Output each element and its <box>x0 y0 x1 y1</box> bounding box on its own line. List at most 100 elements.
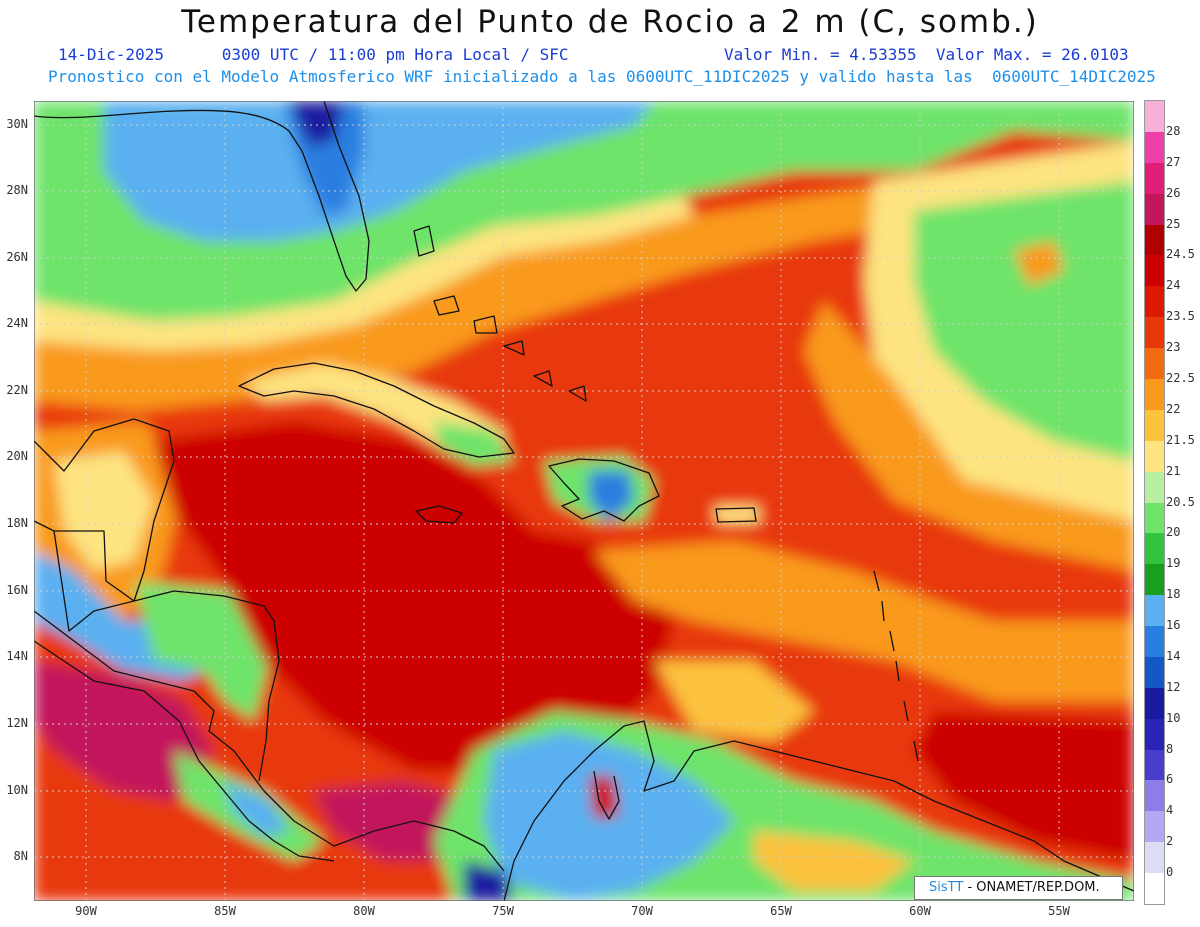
map-title: Temperatura del Punto de Rocio a 2 m (C,… <box>181 4 1039 40</box>
shade-puerto-rico-yellow <box>714 506 759 523</box>
lon-label-65w: 65W <box>770 904 792 918</box>
colorbar-label: 6 <box>1166 772 1174 787</box>
lat-label-8n: 8N <box>13 849 28 863</box>
colorbar-label: 19 <box>1166 556 1181 571</box>
coastlines <box>34 101 1134 901</box>
colorbar-segment <box>1145 471 1164 503</box>
coast-bahamas <box>413 225 587 402</box>
shade-caribbean-deep-red <box>154 421 674 771</box>
coast-jamaica <box>415 505 463 524</box>
shade-lesser-antilles-orange <box>594 541 1134 701</box>
colorbar-label: 23 <box>1166 340 1181 355</box>
model-description: Pronostico con el Modelo Atmosferico WRF… <box>48 67 1156 86</box>
colorbar-segment <box>1145 811 1164 843</box>
colorbar-label: 26 <box>1166 185 1181 200</box>
shade-north-yellow <box>34 196 694 351</box>
shade-east-orange-ring <box>804 301 1134 571</box>
subtitle-line-1: 14-Dic-2025 0300 UTC / 11:00 pm Hora Loc… <box>58 45 1129 64</box>
colorbar-segment <box>1145 502 1164 534</box>
shade-florida-navy <box>289 101 344 146</box>
colorbar-label: 12 <box>1166 679 1181 694</box>
colorbar-label: 21 <box>1166 463 1181 478</box>
colorbar-label: 10 <box>1166 710 1181 725</box>
colorbar-segment <box>1145 595 1164 627</box>
shade-costa-rica-blue <box>224 781 289 836</box>
colorbar-label: 18 <box>1166 587 1181 602</box>
colorbar-label: 0 <box>1166 865 1174 880</box>
lat-label-24n: 24N <box>6 316 28 330</box>
colorbar-label: 25 <box>1166 216 1181 231</box>
coast-cuba <box>238 362 515 458</box>
lat-label-14n: 14N <box>6 649 28 663</box>
colorbar-segment <box>1145 842 1164 874</box>
colorbar-segment <box>1145 564 1164 596</box>
coast-us-gulf <box>34 109 303 152</box>
lat-label-20n: 20N <box>6 449 28 463</box>
colorbar-label: 20.5 <box>1166 494 1195 509</box>
colorbar-segment <box>1145 162 1164 194</box>
colorbar-label: 16 <box>1166 618 1181 633</box>
lon-label-85w: 85W <box>214 904 236 918</box>
shade-east-orange-blob <box>1014 241 1064 286</box>
lon-label-80w: 80W <box>353 904 375 918</box>
credit-org: - ONAMET/REP.DOM. <box>967 880 1100 895</box>
colorbar-segment <box>1145 193 1164 225</box>
lon-label-55w: 55W <box>1048 904 1070 918</box>
coast-maracaibo <box>593 770 620 820</box>
dewpoint-field-map <box>34 101 1134 901</box>
coast-honduras-north <box>133 590 280 782</box>
coast-hispaniola <box>548 458 660 522</box>
colorbar-segment <box>1145 101 1164 132</box>
lon-label-75w: 75W <box>492 904 514 918</box>
colorbar-segment <box>1145 718 1164 750</box>
coast-central-america-pacific <box>34 640 335 862</box>
lat-lon-gridlines <box>34 101 1134 901</box>
coast-central-america <box>34 610 505 872</box>
colorbar-label: 23.5 <box>1166 309 1195 324</box>
colorbar-segment <box>1145 224 1164 256</box>
shade-south-red <box>914 711 1134 861</box>
shade-north-orange <box>34 181 934 411</box>
lat-label-28n: 28N <box>6 183 28 197</box>
lat-label-10n: 10N <box>6 783 28 797</box>
colorbar-segment <box>1145 131 1164 163</box>
colorbar-label: 2 <box>1166 834 1174 849</box>
colorbar-label: 21.5 <box>1166 432 1195 447</box>
coast-yucatan <box>34 418 175 632</box>
shade-north-blue <box>104 101 654 241</box>
colorbar-segment <box>1145 780 1164 812</box>
coast-belize-border <box>54 530 135 602</box>
colorbar-segment <box>1145 378 1164 410</box>
lat-label-18n: 18N <box>6 516 28 530</box>
valid-date: 14-Dic-2025 <box>58 45 164 64</box>
colorbar-label: 14 <box>1166 648 1181 663</box>
lat-label-16n: 16N <box>6 583 28 597</box>
shade-pacific-magenta <box>34 661 214 801</box>
colorbar-label: 24.5 <box>1166 247 1195 262</box>
colorbar-segment <box>1145 255 1164 287</box>
shade-venezuela-yellow <box>754 831 914 891</box>
shade-atlantic-yellow <box>654 661 814 741</box>
dewpoint-shading <box>34 101 1134 901</box>
coast-lesser-antilles <box>873 570 919 762</box>
colorbar-segment <box>1145 626 1164 658</box>
colorbar-segment <box>1145 348 1164 380</box>
lon-label-90w: 90W <box>75 904 97 918</box>
shade-yucatan-yellow <box>54 451 154 571</box>
colorbar-segment <box>1145 687 1164 719</box>
colorbar-label: 27 <box>1166 154 1181 169</box>
lat-label-26n: 26N <box>6 250 28 264</box>
colorbar-label: 22 <box>1166 401 1181 416</box>
coast-south-america <box>503 720 1134 901</box>
lat-label-12n: 12N <box>6 716 28 730</box>
shade-maracaibo-red <box>589 776 619 819</box>
colorbar-label: 24 <box>1166 278 1181 293</box>
colorbar-label: 4 <box>1166 803 1174 818</box>
colorbar-segment <box>1145 317 1164 349</box>
colorbar-segment <box>1145 409 1164 441</box>
min-max-values: Valor Min. = 4.53355 Valor Max. = 26.010… <box>724 45 1129 64</box>
sistt-logo: SisTT <box>929 880 964 895</box>
colorbar-segment <box>1145 533 1164 565</box>
colorbar-segment <box>1145 749 1164 781</box>
shade-hispaniola-blue <box>589 471 634 521</box>
